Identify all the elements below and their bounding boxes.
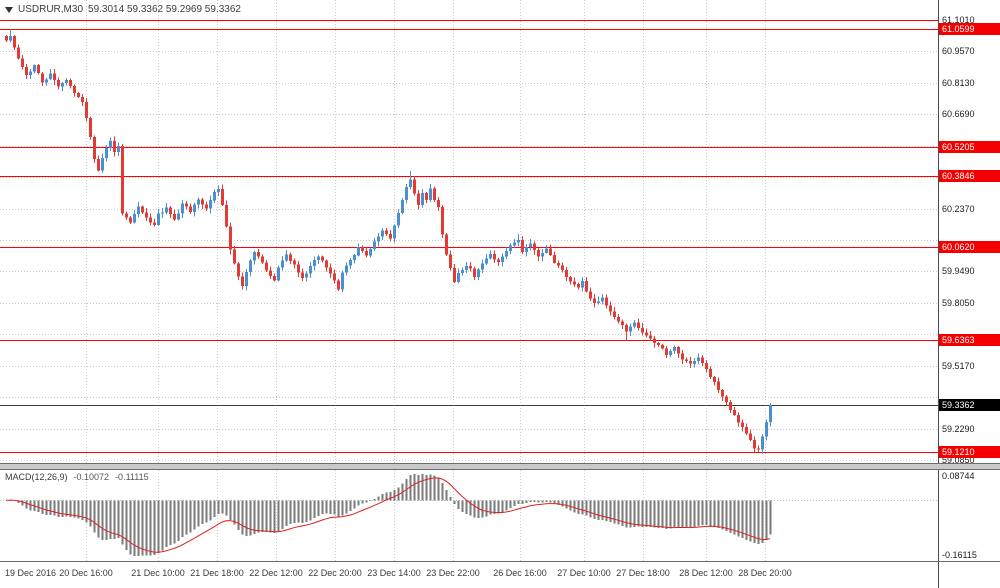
level-price-badge: 61.0599 [939, 22, 1000, 35]
time-axis-label: 22 Dec 12:00 [249, 568, 303, 578]
macd-signal-value: -0.11115 [115, 472, 149, 482]
price-tick-label: 60.8130 [942, 77, 975, 88]
time-axis-label: 23 Dec 14:00 [367, 568, 421, 578]
time-axis-label: 21 Dec 18:00 [190, 568, 244, 578]
level-price-badge: 60.3846 [939, 170, 1000, 183]
time-axis-label: 27 Dec 10:00 [557, 568, 611, 578]
price-tick-label: 60.9570 [942, 46, 975, 57]
level-price-badge: 59.1210 [939, 446, 1000, 459]
ohlc-values: 59.3014 59.3362 59.2969 59.3362 [88, 4, 241, 15]
price-chart-canvas[interactable] [0, 0, 938, 588]
time-axis-label: 20 Dec 16:00 [59, 568, 113, 578]
time-axis-label: 28 Dec 12:00 [679, 568, 733, 578]
price-tick-label: 59.0850 [942, 455, 975, 465]
time-axis-label: 19 Dec 2016 [5, 568, 57, 578]
symbol-marker-icon [5, 6, 13, 13]
level-price-badge: 60.5205 [939, 140, 1000, 153]
price-axis[interactable] [938, 0, 1000, 588]
time-axis-label: 23 Dec 22:00 [426, 568, 480, 578]
symbol-timeframe-label: USDRUR,M30 [18, 4, 84, 15]
macd-axis-min-label: -0.16115 [942, 550, 977, 560]
current-price-badge: 59.3362 [939, 399, 1000, 412]
candles-layer [5, 29, 772, 454]
macd-main-value: -0.10072 [73, 472, 110, 482]
time-axis-label: 26 Dec 16:00 [493, 568, 547, 578]
time-axis-label: 28 Dec 20:00 [738, 568, 792, 578]
level-lines-layer [0, 20, 938, 453]
price-tick-label: 59.5170 [942, 360, 975, 371]
chart-title: USDRUR,M30 59.3014 59.3362 59.2969 59.33… [5, 4, 241, 15]
time-axis-label: 22 Dec 20:00 [308, 568, 362, 578]
price-tick-label: 60.2370 [942, 203, 975, 214]
price-tick-label: 59.8050 [942, 297, 975, 308]
time-axis-label: 27 Dec 18:00 [616, 568, 670, 578]
macd-name: MACD(12,26,9) [5, 472, 68, 482]
time-axis-divider [0, 561, 1000, 562]
macd-axis-max-label: 0.08744 [942, 471, 975, 481]
price-tick-label: 59.9490 [942, 266, 975, 277]
level-price-badge: 59.6363 [939, 333, 1000, 346]
macd-indicator-label: MACD(12,26,9) -0.10072 -0.11115 [5, 472, 149, 482]
price-tick-label: 61.1010 [942, 15, 975, 25]
panel-splitter[interactable] [0, 463, 1000, 470]
macd-layer [0, 474, 938, 556]
time-axis-label: 21 Dec 10:00 [131, 568, 185, 578]
price-tick-label: 60.6690 [942, 109, 975, 120]
price-tick-label: 59.2290 [942, 423, 975, 434]
time-axis[interactable]: 19 Dec 2016 20 Dec 16:00 21 Dec 10:00 21 De… [0, 562, 938, 588]
level-price-badge: 60.0620 [939, 240, 1000, 253]
